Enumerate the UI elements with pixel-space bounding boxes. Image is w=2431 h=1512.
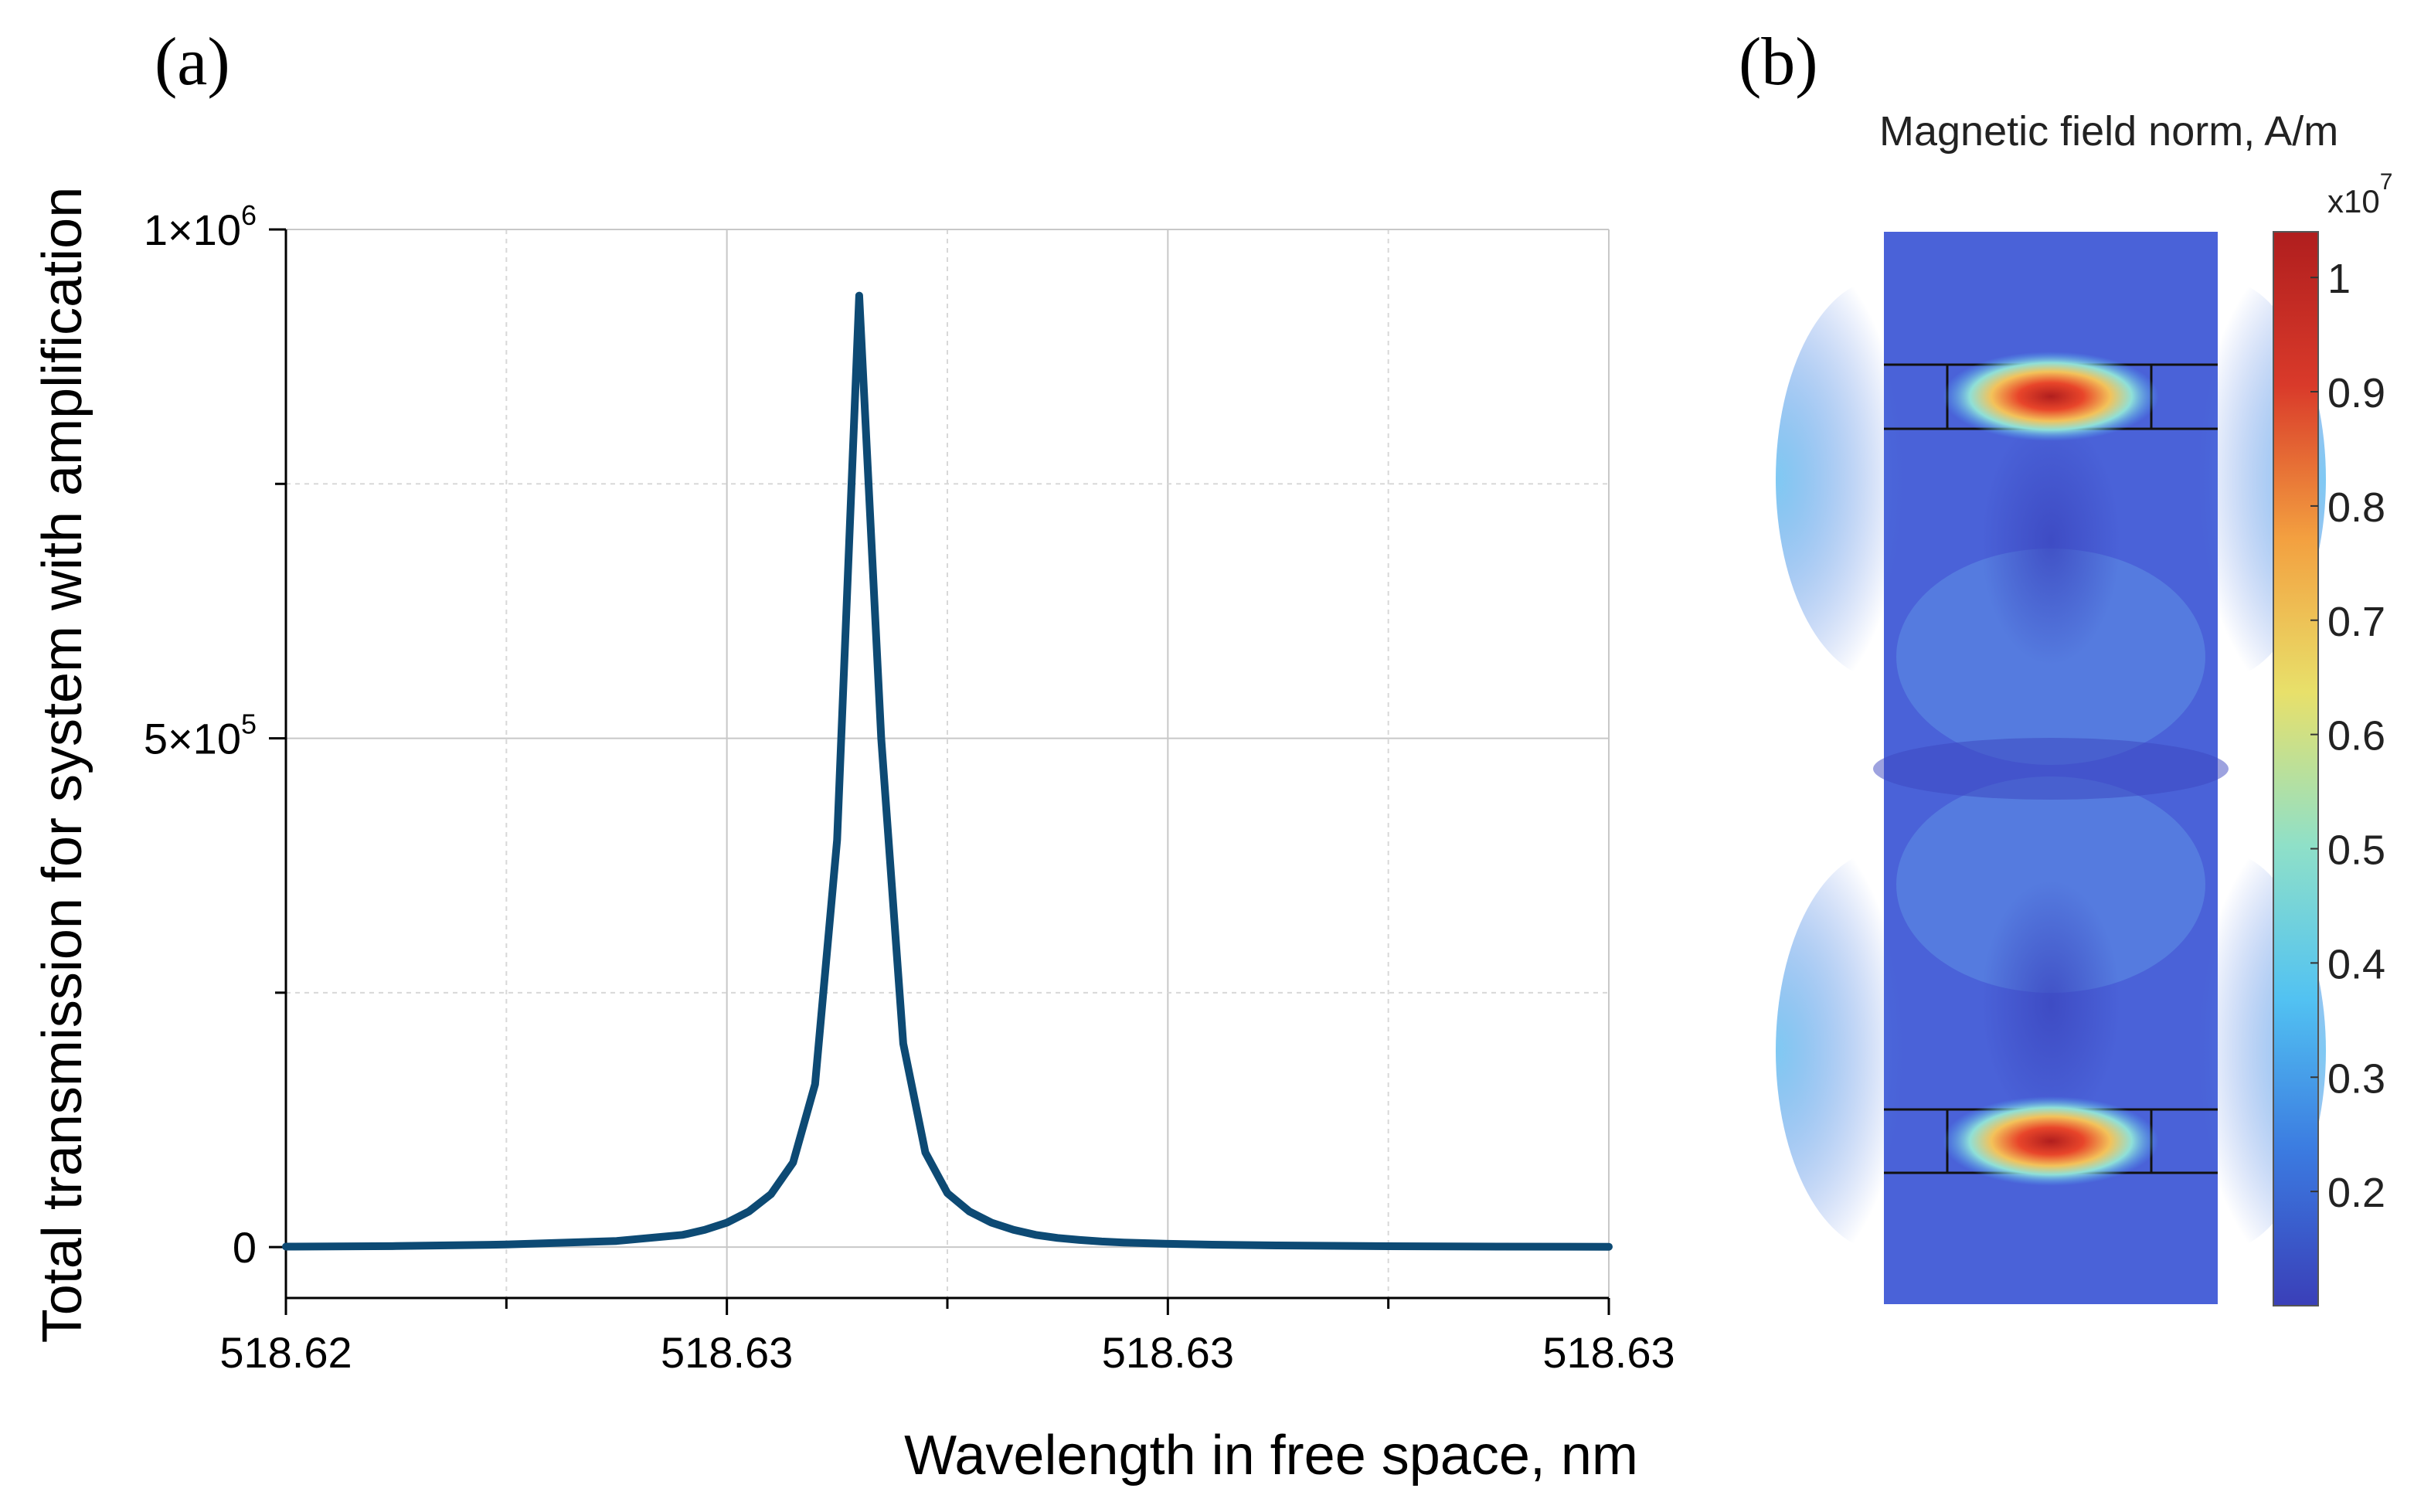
x-tick-label: 518.63 xyxy=(1102,1328,1234,1377)
y-tick-label: 1×106 xyxy=(144,199,257,254)
tick-layer: 518.62 518.63 518.63 518.63 0 5×105 1×106 xyxy=(144,199,1675,1377)
transmission-series-line xyxy=(282,291,1613,1251)
panel-a-label: (a) xyxy=(155,25,230,100)
x-tick-label: 518.62 xyxy=(219,1328,352,1377)
y-tick-label: 5×105 xyxy=(144,708,257,763)
x-tick-label: 518.63 xyxy=(661,1328,793,1377)
x-tick-label: 518.63 xyxy=(1542,1328,1674,1377)
y-axis-title: Total transmission for system with ampli… xyxy=(32,187,94,1344)
x-axis-title: Wavelength in free space, nm xyxy=(904,1425,1638,1487)
panel-b-label: (b) xyxy=(1739,25,1818,100)
grid-layer xyxy=(286,229,1610,1298)
y-tick-label: 0 xyxy=(233,1223,257,1272)
